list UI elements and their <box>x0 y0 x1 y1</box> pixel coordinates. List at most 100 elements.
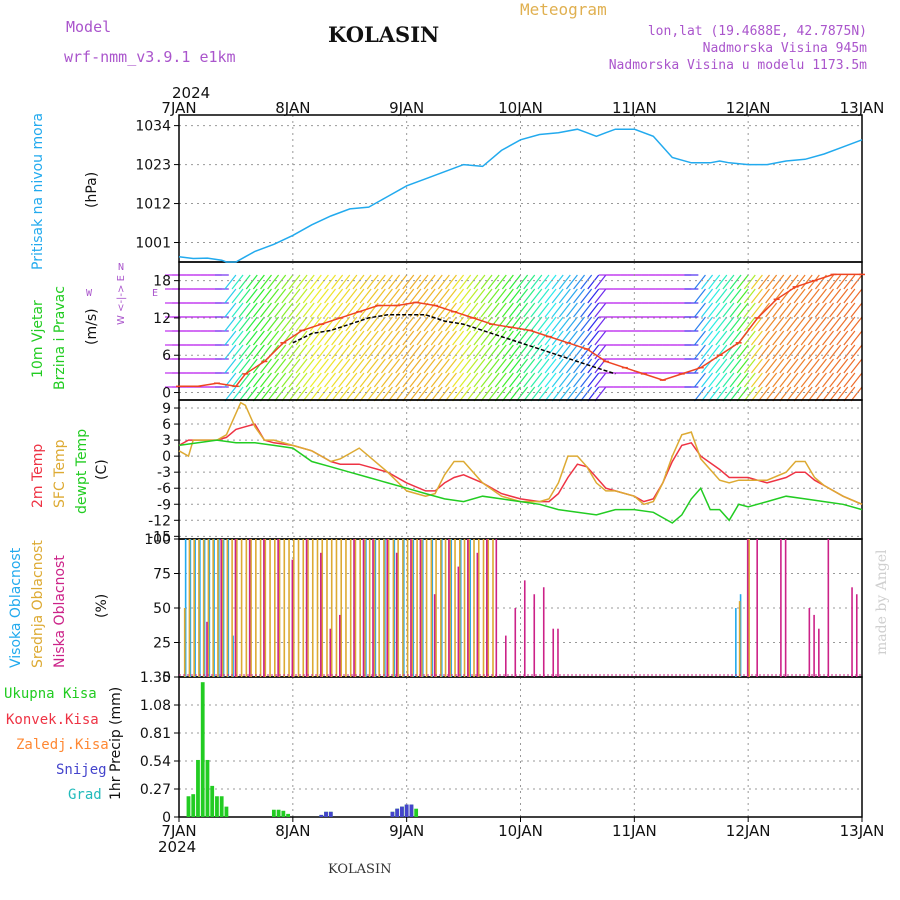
wind-barb <box>324 344 336 360</box>
wind-barb <box>758 386 770 402</box>
wind-barb <box>701 302 714 318</box>
wind-barb <box>480 386 493 402</box>
precip-bar <box>276 809 281 817</box>
wind-barb <box>786 316 799 332</box>
meteogram-title: Meteogram <box>520 0 607 19</box>
wind-barb <box>814 386 827 402</box>
wind-barb <box>238 330 251 346</box>
wind-barb <box>302 274 315 290</box>
wind-barb <box>459 330 472 346</box>
wind-barb <box>843 330 856 346</box>
x-tick-label-top: 8JAN <box>275 99 310 117</box>
x-tick-label-bottom: 7JAN <box>161 822 196 840</box>
x-tick-label-bottom: 13JAN <box>840 822 885 840</box>
wind-barb <box>324 302 336 318</box>
wind-barb <box>494 288 507 304</box>
precip-panel-frame <box>178 676 863 818</box>
wind-barb <box>430 386 443 402</box>
wind-barb <box>729 344 742 360</box>
wind-barb <box>829 372 842 388</box>
wind-barb <box>829 274 842 290</box>
wind-barb <box>345 288 358 304</box>
wind-barb <box>352 344 365 360</box>
wind-barb <box>822 330 835 346</box>
wind-barb <box>594 316 607 332</box>
wind-barb <box>573 274 586 290</box>
wind-barb <box>729 372 742 388</box>
wind-barb <box>444 288 457 304</box>
wind-barb <box>800 330 813 346</box>
wind-barb <box>487 330 500 346</box>
wind-barb <box>388 386 401 402</box>
wind-barb <box>743 302 756 318</box>
pressure-y-tick-label: 1012 <box>135 197 171 213</box>
wind-barb <box>402 330 415 346</box>
x-tick-label-top: 9JAN <box>389 99 424 117</box>
wind-barb <box>843 358 856 374</box>
wind-barb <box>786 330 799 346</box>
wind-barb <box>231 372 244 388</box>
wind-barb <box>850 302 863 318</box>
wind-barb <box>366 372 379 388</box>
wind-barb <box>836 386 849 402</box>
wind-barb <box>701 344 714 360</box>
wind-barb <box>430 330 443 346</box>
wind-barb <box>708 316 721 332</box>
wind-barb <box>544 386 557 402</box>
wind-barb <box>501 358 514 374</box>
wind-barb <box>530 302 543 318</box>
wind-barb <box>701 288 714 304</box>
wind-barb <box>765 288 778 304</box>
wind-barb <box>743 274 756 290</box>
wind-barb <box>231 288 244 304</box>
wind-barb <box>331 288 344 304</box>
precip-bar <box>191 794 196 817</box>
wind-barb <box>800 302 813 318</box>
temperature-series-line <box>178 439 863 524</box>
wind-barb <box>516 386 529 402</box>
wind-barb <box>750 330 763 346</box>
wind-barb <box>473 386 486 402</box>
wind-barb <box>373 316 386 332</box>
wind-barb <box>473 302 486 318</box>
wind-barb <box>388 344 401 360</box>
wind-barb <box>267 330 280 346</box>
wind-barb <box>480 372 493 388</box>
wind-barb <box>473 372 486 388</box>
wind-barb <box>437 330 450 346</box>
wind-barb <box>544 302 557 318</box>
wind-barb <box>587 386 600 402</box>
wind-barb <box>338 302 351 318</box>
wind-barb <box>594 330 607 346</box>
wind-barb <box>736 386 749 402</box>
wind-barb <box>423 288 436 304</box>
wind-barb <box>530 386 543 402</box>
wind-barb <box>359 288 372 304</box>
wind-barb <box>338 358 351 374</box>
wind-barb <box>380 386 393 402</box>
wind-barb <box>729 288 742 304</box>
wind-barb <box>822 344 835 360</box>
wind-barb <box>793 302 806 318</box>
wind-barb <box>708 274 721 290</box>
wind-barb <box>331 386 344 402</box>
wind-barb <box>729 302 742 318</box>
wind-barb <box>793 344 806 360</box>
wind-barb <box>373 288 386 304</box>
wind-barb <box>772 302 785 318</box>
wind-barb <box>288 316 301 332</box>
wind-barb <box>274 372 287 388</box>
wind-barb <box>359 330 372 346</box>
wind-barb <box>800 344 813 360</box>
wind-barb <box>850 330 863 346</box>
wind-barb <box>701 316 714 332</box>
wind-barb <box>551 386 564 402</box>
wind-barb <box>708 358 721 374</box>
wind-barb <box>722 330 735 346</box>
wind-barb <box>252 288 265 304</box>
temperature-y-tick-label: -9 <box>157 497 171 513</box>
station-title: KOLASIN <box>328 22 440 47</box>
wind-barb <box>501 288 514 304</box>
wind-barb <box>480 358 493 374</box>
x-tick-label-top: 10JAN <box>498 99 543 117</box>
